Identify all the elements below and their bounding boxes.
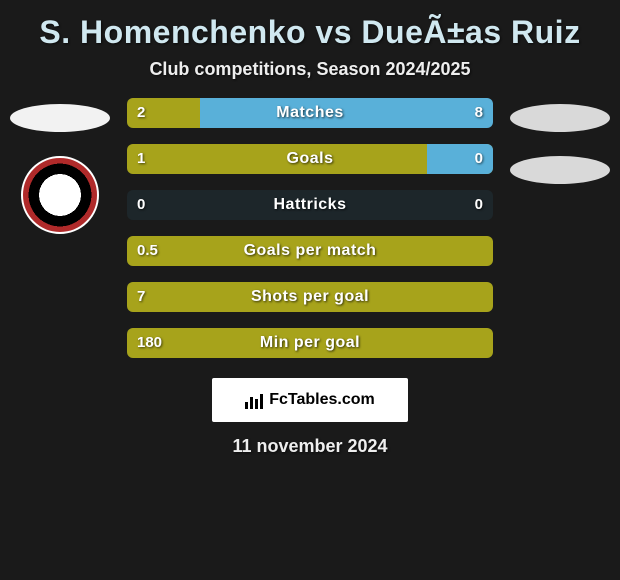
page-title: S. Homenchenko vs DueÃ±as Ruiz	[0, 0, 620, 51]
stat-value-left: 0.5	[137, 236, 158, 266]
player2-marker2	[510, 156, 610, 184]
stats-panel: Matches28Goals10Hattricks00Goals per mat…	[115, 98, 505, 374]
stat-row: Matches2 8	[127, 98, 493, 128]
stat-row: Min per goal180	[127, 328, 493, 358]
stat-label: Goals	[127, 144, 493, 174]
branding-badge: FcTables.com	[212, 378, 408, 422]
content-area: Matches28Goals10Hattricks00Goals per mat…	[0, 98, 620, 374]
stat-row: Shots per goal7	[127, 282, 493, 312]
stat-label: Shots per goal	[127, 282, 493, 312]
stat-label: Hattricks	[127, 190, 493, 220]
side-left	[5, 98, 115, 234]
stat-value-left: 1	[137, 144, 145, 174]
stat-value-right: 8	[475, 98, 483, 128]
stat-value-left: 180	[137, 328, 162, 358]
club-crest	[21, 156, 99, 234]
stat-label: Min per goal	[127, 328, 493, 358]
stat-value-right: 0	[475, 190, 483, 220]
player1-marker	[10, 104, 110, 132]
chart-icon	[245, 391, 263, 409]
branding-text: FcTables.com	[269, 391, 375, 409]
side-right	[505, 98, 615, 202]
stat-row: Goals1 0	[127, 144, 493, 174]
stat-value-left: 7	[137, 282, 145, 312]
stat-value-left: 0	[137, 190, 145, 220]
player2-marker1	[510, 104, 610, 132]
stat-label: Goals per match	[127, 236, 493, 266]
stat-row: Hattricks0 0	[127, 190, 493, 220]
page-subtitle: Club competitions, Season 2024/2025	[0, 51, 620, 98]
stat-value-left: 2	[137, 98, 145, 128]
stat-value-right: 0	[475, 144, 483, 174]
date-text: 11 november 2024	[0, 422, 620, 457]
stat-label: Matches	[127, 98, 493, 128]
stat-row: Goals per match0.5	[127, 236, 493, 266]
